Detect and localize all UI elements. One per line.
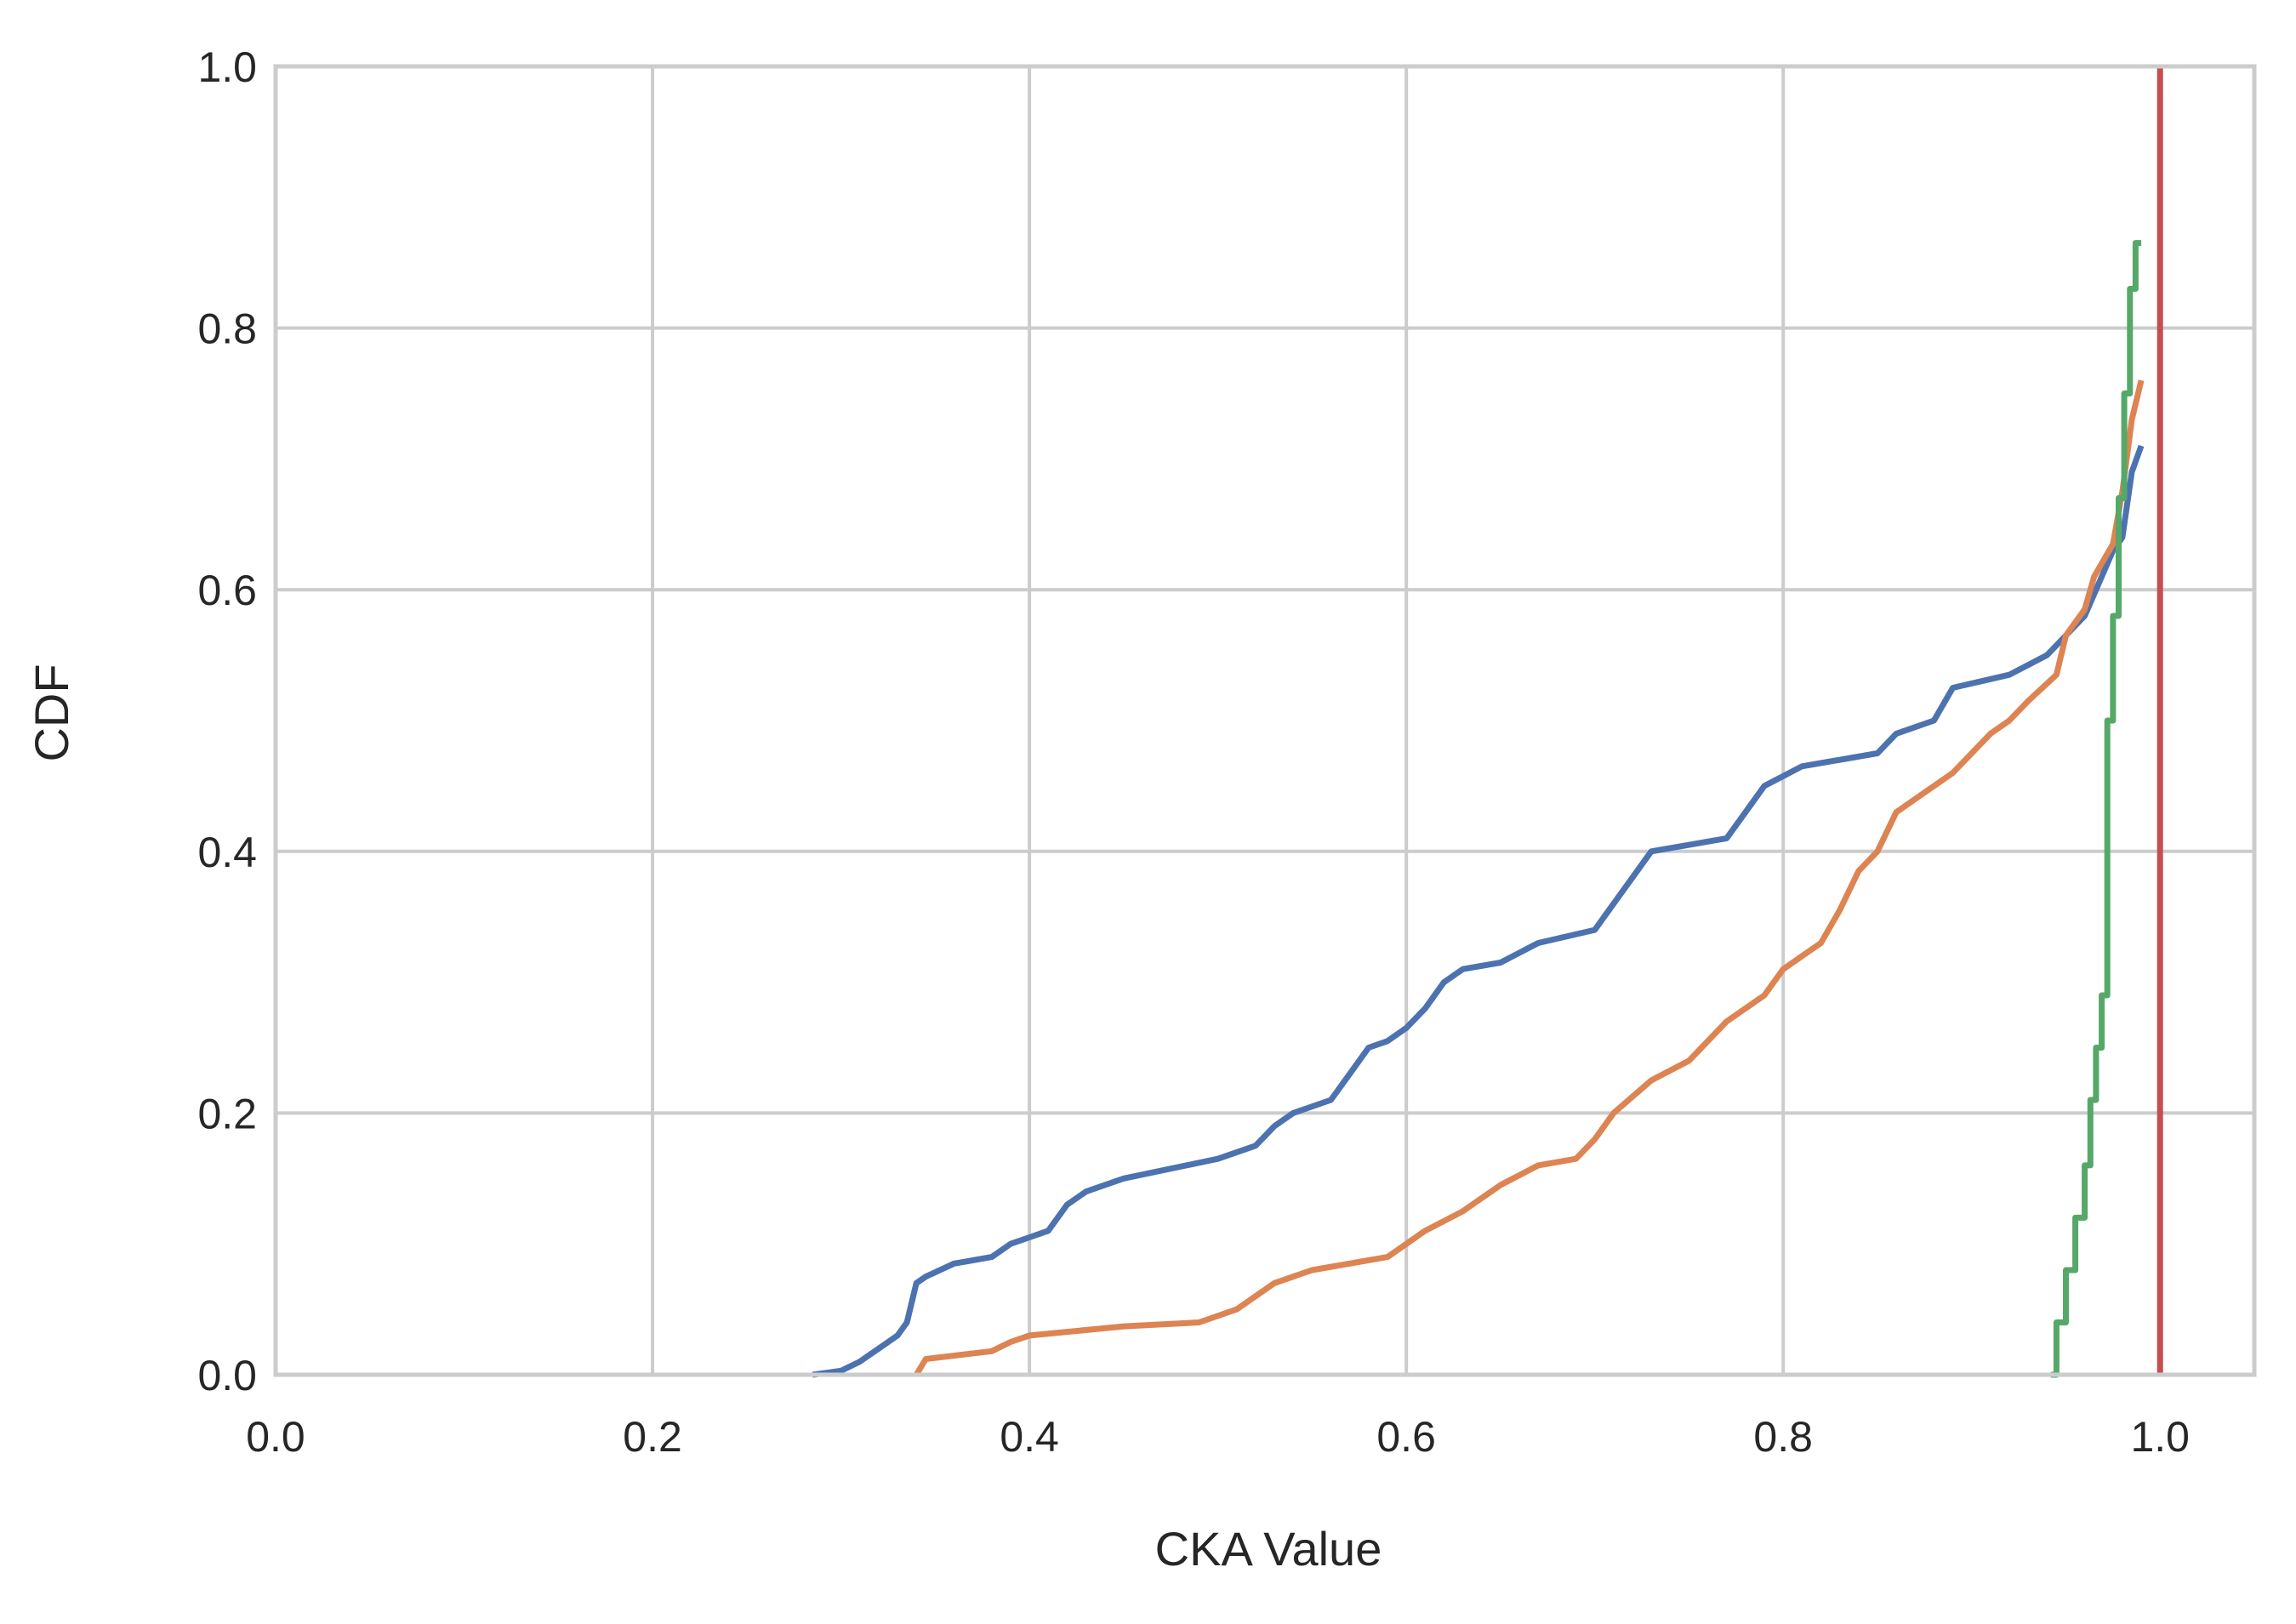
y-tick-label: 0.6 [197, 567, 257, 614]
axes-frame [273, 64, 2257, 1377]
y-tick-label: 0.0 [197, 1352, 257, 1399]
y-tick-labels: 0.0 0.2 0.4 0.6 0.8 1.0 [197, 43, 257, 1399]
x-tick-label: 0.0 [246, 1413, 305, 1461]
x-tick-label: 0.4 [1000, 1413, 1059, 1461]
x-tick-label: 0.8 [1753, 1413, 1813, 1461]
series-green-line [2050, 240, 2142, 1378]
x-tick-label: 0.6 [1376, 1413, 1436, 1461]
series-blue-line [812, 444, 2145, 1378]
y-tick-label: 0.4 [197, 829, 257, 876]
y-tick-label: 0.2 [197, 1090, 257, 1137]
x-tick-label: 1.0 [2130, 1413, 2190, 1461]
x-tick-labels: 0.0 0.2 0.4 0.6 0.8 1.0 [246, 1413, 2190, 1461]
series-orange-line [914, 379, 2145, 1376]
series-layer [812, 66, 2163, 1378]
y-axis-label: CDF [25, 664, 78, 761]
plot-frame [273, 64, 2257, 1377]
y-tick-label: 1.0 [197, 43, 257, 91]
grid-lines [274, 65, 2254, 1376]
x-tick-label: 0.2 [623, 1413, 682, 1461]
y-tick-label: 0.8 [197, 305, 257, 353]
x-axis-label: CKA Value [1155, 1522, 1382, 1576]
